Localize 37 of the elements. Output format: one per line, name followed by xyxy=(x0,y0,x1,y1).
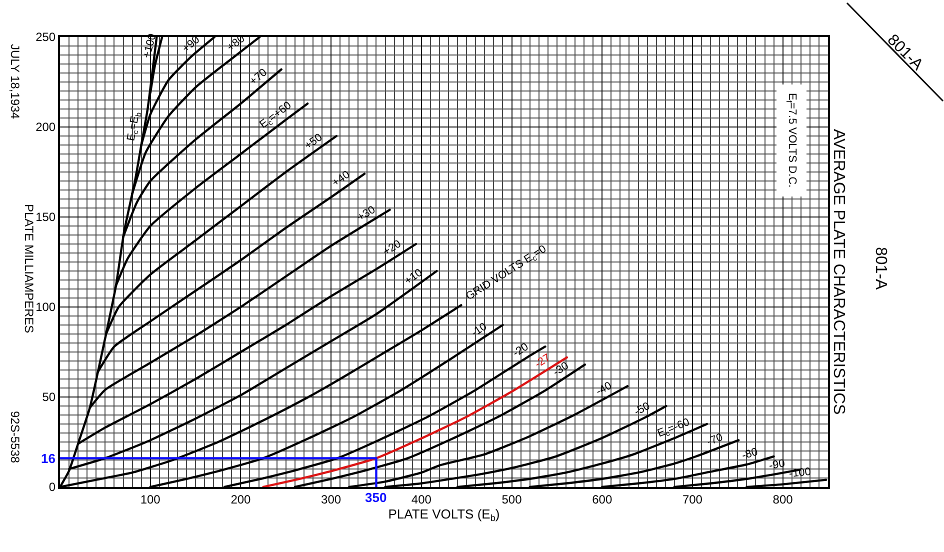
x-tick-label: 500 xyxy=(502,492,522,506)
text: -40 xyxy=(594,380,614,398)
text: 801-A xyxy=(872,247,889,290)
y-tick-label: 0 xyxy=(48,480,56,494)
text: +20 xyxy=(381,238,404,258)
text: -50 xyxy=(632,400,652,418)
y-tick-label: 250 xyxy=(36,30,56,44)
x-tick-label: 300 xyxy=(321,492,342,506)
text: -27 xyxy=(532,352,553,371)
text: -80 xyxy=(740,446,760,462)
x-tick-label: 600 xyxy=(592,492,612,506)
x-axis-title: PLATE VOLTS (E$_{b}$) xyxy=(388,506,500,524)
x-tick-label: 800 xyxy=(772,492,794,506)
y-tick-label: 50 xyxy=(42,390,56,404)
x-tick-label: 700 xyxy=(682,492,703,506)
text: JULY 18,1934 xyxy=(8,44,22,120)
text: -20 xyxy=(510,340,531,360)
text: +70 xyxy=(247,66,270,88)
text: AVERAGE PLATE CHARACTERISTICS xyxy=(830,129,847,415)
annotation: 16 xyxy=(41,451,56,466)
text: -10 xyxy=(469,320,490,340)
annotation: 350 xyxy=(365,490,387,505)
text: +30 xyxy=(355,204,378,224)
y-tick-label: 150 xyxy=(36,210,56,224)
text: +40 xyxy=(330,168,352,190)
text: -70 xyxy=(705,431,725,448)
y-axis-title: PLATE MILLIAMPERES xyxy=(22,204,36,334)
x-tick-label: 400 xyxy=(411,492,432,506)
text: -30 xyxy=(551,360,571,379)
text: +10 xyxy=(402,266,425,288)
x-tick-label: 200 xyxy=(230,492,252,506)
text: -90 xyxy=(768,458,786,472)
y-tick-label: 200 xyxy=(36,120,56,134)
x-tick-label: 100 xyxy=(140,492,161,506)
y-tick-label: 100 xyxy=(36,300,56,314)
text: +50 xyxy=(302,132,325,152)
text: 92S-5538 xyxy=(8,411,22,464)
